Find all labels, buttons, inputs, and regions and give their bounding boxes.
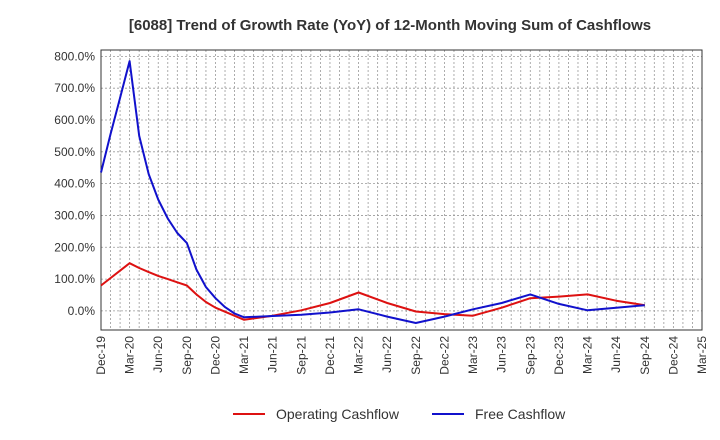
x-tick-label: Mar-22 xyxy=(352,336,366,374)
y-tick-label: 200.0% xyxy=(54,240,95,254)
legend-label-1: Free Cashflow xyxy=(475,406,566,422)
x-tick-label: Mar-20 xyxy=(123,336,137,374)
x-tick-label: Dec-19 xyxy=(94,336,108,375)
x-tick-label: Dec-22 xyxy=(437,336,451,375)
x-tick-label: Mar-23 xyxy=(466,336,480,374)
x-tick-label: Dec-21 xyxy=(323,336,337,375)
y-tick-label: 700.0% xyxy=(54,81,95,95)
y-tick-label: 500.0% xyxy=(54,145,95,159)
axes: 0.0% 100.0% 200.0% 300.0% 400.0% 500.0% 600.0%… xyxy=(54,49,709,374)
x-tick-label: Sep-22 xyxy=(409,336,423,375)
x-tick-label: Dec-23 xyxy=(552,336,566,375)
x-tick-label: Dec-20 xyxy=(208,336,222,375)
x-tick-label: Jun-23 xyxy=(495,336,509,373)
x-tick-label: Mar-24 xyxy=(581,336,595,374)
x-tick-label: Mar-21 xyxy=(237,336,251,374)
legend: Operating Cashflow Free Cashflow xyxy=(233,406,566,422)
x-tick-label: Jun-22 xyxy=(380,336,394,373)
y-tick-label: 0.0% xyxy=(68,304,96,318)
y-tick-label: 100.0% xyxy=(54,272,95,286)
series-lines xyxy=(100,60,645,324)
y-tick-label: 400.0% xyxy=(54,177,95,191)
x-tick-label: Sep-21 xyxy=(294,336,308,375)
x-tick-label: Jun-20 xyxy=(151,336,165,373)
x-tick-label: Dec-24 xyxy=(666,336,680,375)
y-tick-label: 600.0% xyxy=(54,113,95,127)
series-line-0 xyxy=(100,262,645,321)
plot-frame xyxy=(100,49,703,331)
x-tick-label: Jun-24 xyxy=(609,336,623,373)
chart-title: [6088] Trend of Growth Rate (YoY) of 12-… xyxy=(129,17,651,34)
legend-label-0: Operating Cashflow xyxy=(276,406,400,422)
y-tick-label: 300.0% xyxy=(54,208,95,222)
series-line-1 xyxy=(100,60,645,324)
x-tick-label: Sep-24 xyxy=(638,336,652,375)
x-tick-label: Sep-20 xyxy=(180,336,194,375)
x-tick-label: Mar-25 xyxy=(695,336,709,374)
x-tick-label: Jun-21 xyxy=(266,336,280,373)
y-tick-label: 800.0% xyxy=(54,49,95,63)
x-tick-label: Sep-23 xyxy=(523,336,537,375)
grid-lines xyxy=(101,50,702,330)
